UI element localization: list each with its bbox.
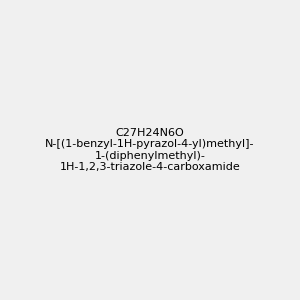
Text: C27H24N6O
N-[(1-benzyl-1H-pyrazol-4-yl)methyl]-
1-(diphenylmethyl)-
1H-1,2,3-tri: C27H24N6O N-[(1-benzyl-1H-pyrazol-4-yl)m… bbox=[45, 128, 255, 172]
